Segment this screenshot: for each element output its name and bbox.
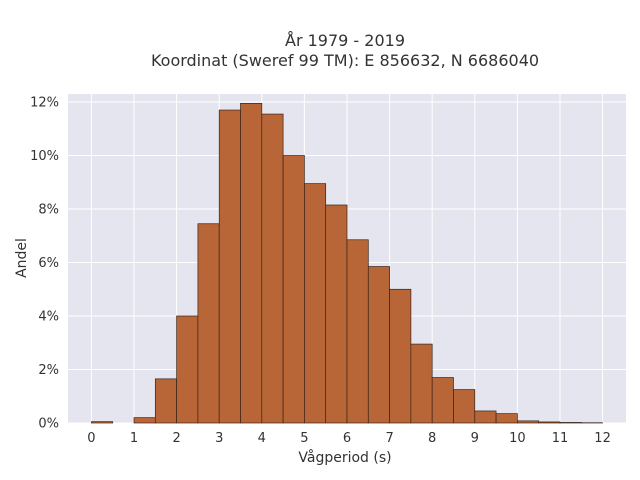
x-tick-label-7: 7 (385, 431, 393, 446)
y-tick-label-4: 8% (38, 203, 59, 218)
x-axis-label: Vågperiod (s) (298, 449, 391, 466)
histogram-bar-7 (240, 103, 263, 424)
x-tick-label-10: 10 (509, 431, 526, 446)
histogram-bar-17 (453, 389, 476, 424)
y-tick-label-3: 6% (38, 256, 59, 271)
x-tick-label-8: 8 (428, 431, 436, 446)
x-tick-label-12: 12 (594, 431, 611, 446)
y-tick-labels: 0% 2% 4% 6% 8% 10% 12% (30, 96, 59, 432)
histogram-bar-9 (282, 155, 305, 424)
histogram-bar-12 (346, 239, 369, 424)
histogram-bar-18 (474, 410, 497, 424)
histogram-bar-13 (367, 266, 390, 424)
histogram-bar-5 (197, 223, 220, 424)
x-tick-label-3: 3 (215, 431, 223, 446)
x-tick-label-11: 11 (552, 431, 569, 446)
histogram-bar-22 (559, 422, 582, 424)
histogram-bar-10 (304, 183, 327, 424)
histogram-bar-8 (261, 113, 284, 424)
histogram-bar-4 (176, 315, 199, 424)
histogram-bar-15 (410, 343, 433, 424)
chart-title-line-1: År 1979 - 2019 (285, 31, 405, 50)
histogram-bar-3 (154, 378, 177, 424)
y-axis-label: Andel (14, 238, 30, 278)
histogram-bar-11 (325, 204, 348, 424)
x-tick-label-1: 1 (130, 431, 138, 446)
y-tick-label-5: 10% (30, 149, 59, 164)
chart-title-line-2: Koordinat (Sweref 99 TM): E 856632, N 66… (151, 51, 539, 70)
y-tick-label-1: 2% (38, 363, 59, 378)
y-tick-label-2: 4% (38, 310, 59, 325)
histogram-bar-14 (389, 288, 412, 424)
histogram-bar-21 (538, 421, 561, 424)
x-tick-label-9: 9 (471, 431, 479, 446)
histogram-bar-16 (431, 377, 454, 424)
y-tick-label-0: 0% (38, 417, 59, 432)
x-tick-labels: 0 1 2 3 4 5 6 7 8 9 10 11 12 (87, 431, 611, 446)
y-tick-label-6: 12% (30, 96, 59, 111)
histogram-bar-0 (91, 421, 114, 424)
x-tick-label-4: 4 (258, 431, 266, 446)
histogram-bar-19 (495, 413, 518, 424)
x-tick-label-5: 5 (300, 431, 308, 446)
histogram-bar-6 (218, 109, 241, 424)
histogram-bar-20 (517, 420, 540, 424)
x-tick-label-2: 2 (172, 431, 180, 446)
x-tick-label-0: 0 (87, 431, 95, 446)
histogram-bar-2 (133, 417, 156, 424)
histogram-bars (91, 103, 603, 424)
x-tick-label-6: 6 (343, 431, 351, 446)
